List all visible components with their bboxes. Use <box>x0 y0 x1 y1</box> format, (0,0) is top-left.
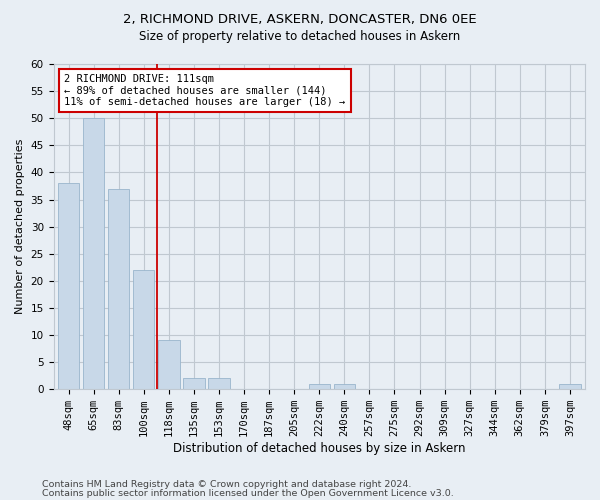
Text: Contains public sector information licensed under the Open Government Licence v3: Contains public sector information licen… <box>42 488 454 498</box>
Bar <box>308 384 330 389</box>
Bar <box>559 384 581 389</box>
Bar <box>108 188 130 389</box>
Bar <box>334 384 355 389</box>
Y-axis label: Number of detached properties: Number of detached properties <box>15 139 25 314</box>
Bar <box>158 340 179 389</box>
Bar <box>208 378 230 389</box>
Bar <box>183 378 205 389</box>
Text: 2, RICHMOND DRIVE, ASKERN, DONCASTER, DN6 0EE: 2, RICHMOND DRIVE, ASKERN, DONCASTER, DN… <box>123 12 477 26</box>
Bar <box>83 118 104 389</box>
Text: Size of property relative to detached houses in Askern: Size of property relative to detached ho… <box>139 30 461 43</box>
Bar <box>58 183 79 389</box>
Text: 2 RICHMOND DRIVE: 111sqm
← 89% of detached houses are smaller (144)
11% of semi-: 2 RICHMOND DRIVE: 111sqm ← 89% of detach… <box>64 74 346 107</box>
Text: Contains HM Land Registry data © Crown copyright and database right 2024.: Contains HM Land Registry data © Crown c… <box>42 480 412 489</box>
Bar <box>133 270 154 389</box>
X-axis label: Distribution of detached houses by size in Askern: Distribution of detached houses by size … <box>173 442 466 455</box>
